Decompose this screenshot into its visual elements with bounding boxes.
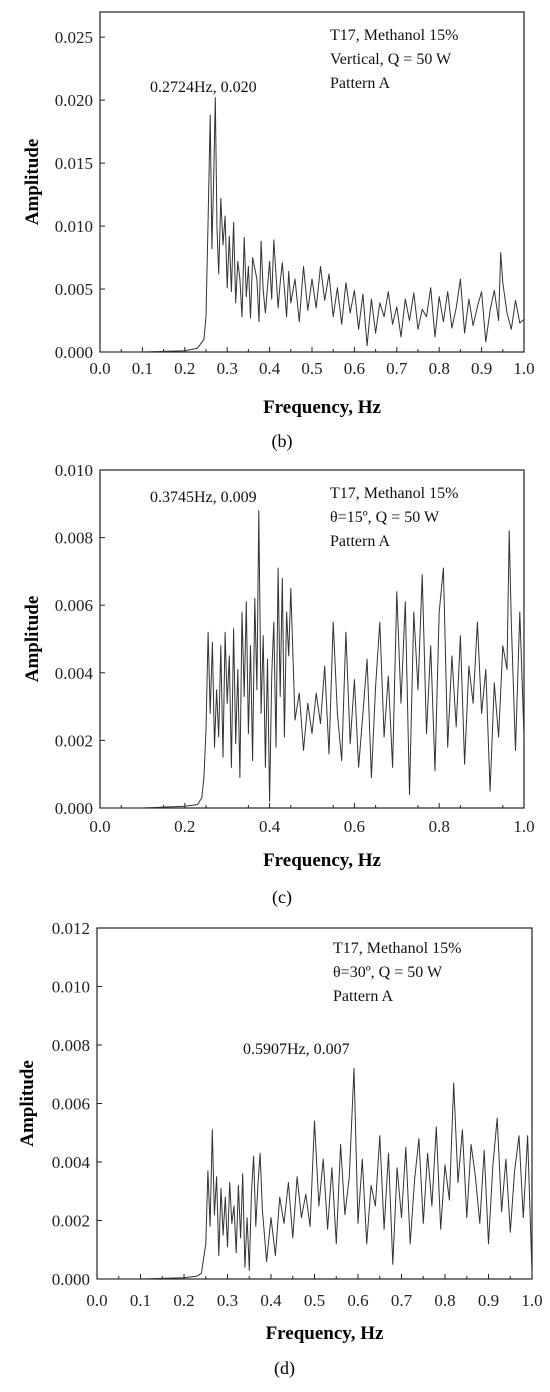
amplitude-series-line: [100, 97, 525, 353]
x-tick-label: 0.5: [301, 359, 322, 378]
x-tick-label: 1.0: [521, 1291, 542, 1310]
amplitude-series-line: [100, 510, 525, 809]
x-tick-label: 0.1: [130, 1291, 151, 1310]
panel-label: (b): [272, 431, 293, 452]
y-tick-label: 0.004: [55, 664, 94, 683]
peak-annotation: 0.2724Hz, 0.020: [150, 79, 257, 96]
x-tick-label: 1.0: [513, 359, 534, 378]
plot-frame: [96, 927, 533, 1280]
x-tick-label: 0.3: [217, 359, 238, 378]
chart-panel-1: 0.0 0.1 0.2 0.3 0.4 0.5 0.6 0.7 0.8 0.9 1.0 0.000 0.…: [22, 11, 535, 452]
x-tick-label: 0.6: [344, 359, 365, 378]
x-tick-label: 0.2: [174, 817, 195, 836]
y-tick-label: 0.006: [55, 596, 93, 615]
y-tick-label: 0.012: [52, 919, 90, 938]
condition-label-line: T17, Methanol 15%: [333, 940, 461, 957]
x-tick-label: 0.9: [478, 1291, 499, 1310]
condition-label-line: T17, Methanol 15%: [330, 27, 458, 44]
x-tick-label: 0.6: [347, 1291, 368, 1310]
y-tick-label: 0.006: [52, 1095, 90, 1114]
y-axis-title: Amplitude: [22, 596, 43, 683]
y-tick-label: 0.010: [55, 461, 93, 480]
plot-frame: [99, 11, 525, 353]
y-tick-label: 0.000: [55, 343, 93, 362]
x-tick-label: 0.0: [89, 359, 110, 378]
y-axis-title: Amplitude: [17, 1060, 38, 1147]
y-tick-label: 0.015: [55, 154, 93, 173]
y-tick-label: 0.010: [55, 217, 93, 236]
condition-label-line: Pattern A: [333, 988, 393, 1005]
amplitude-series-line: [97, 1067, 533, 1280]
peak-annotation: 0.3745Hz, 0.009: [150, 489, 257, 506]
condition-label-line: Pattern A: [330, 75, 390, 92]
x-tick-label: 0.8: [434, 1291, 455, 1310]
x-tick-label: 1.0: [513, 817, 534, 836]
y-tick-label: 0.020: [55, 91, 93, 110]
y-tick-label: 0.002: [55, 731, 93, 750]
y-tick-label: 0.002: [52, 1212, 90, 1231]
condition-label-line: Vertical, Q = 50 W: [330, 51, 452, 68]
y-tick-label: 0.004: [52, 1153, 91, 1172]
x-tick-label: 0.5: [304, 1291, 325, 1310]
x-tick-label: 0.2: [173, 1291, 194, 1310]
x-tick-label: 0.6: [344, 817, 365, 836]
x-tick-label: 0.1: [132, 359, 153, 378]
x-tick-label: 0.0: [86, 1291, 107, 1310]
condition-label-line: θ=30º, Q = 50 W: [333, 964, 443, 981]
y-tick-label: 0.008: [55, 529, 93, 548]
x-tick-label: 0.0: [89, 817, 110, 836]
y-tick-label: 0.005: [55, 280, 93, 299]
x-tick-label: 0.9: [471, 359, 492, 378]
y-axis-title: Amplitude: [22, 139, 43, 226]
condition-label-line: θ=15º, Q = 50 W: [330, 509, 440, 526]
condition-label-line: T17, Methanol 15%: [330, 485, 458, 502]
y-tick-label: 0.008: [52, 1036, 90, 1055]
x-tick-label: 0.7: [391, 1291, 413, 1310]
x-tick-label: 0.2: [174, 359, 195, 378]
x-axis-title: Frequency, Hz: [263, 397, 381, 418]
plot-frame: [99, 469, 525, 809]
x-tick-label: 0.8: [429, 817, 450, 836]
x-tick-label: 0.4: [259, 359, 281, 378]
x-tick-label: 0.3: [217, 1291, 238, 1310]
y-tick-label: 0.000: [55, 799, 93, 818]
x-tick-label: 0.8: [429, 359, 450, 378]
y-tick-label: 0.025: [55, 28, 93, 47]
chart-panel-3: 0.0 0.1 0.2 0.3 0.4 0.5 0.6 0.7 0.8 0.9 1.0 0.000 0.…: [17, 919, 543, 1379]
x-axis-title: Frequency, Hz: [266, 1323, 384, 1344]
chart-panel-2: 0.0 0.2 0.4 0.6 0.8 1.0 0.000 0.002 0.004 0.006 0.…: [22, 461, 535, 908]
panel-label: (d): [274, 1358, 295, 1379]
x-axis-title: Frequency, Hz: [263, 850, 381, 871]
y-tick-label: 0.010: [52, 978, 90, 997]
y-tick-label: 0.000: [52, 1270, 90, 1289]
x-tick-label: 0.4: [260, 1291, 282, 1310]
x-tick-label: 0.7: [386, 359, 408, 378]
peak-annotation: 0.5907Hz, 0.007: [243, 1041, 350, 1058]
x-tick-label: 0.4: [259, 817, 281, 836]
panel-label: (c): [272, 887, 292, 908]
condition-label-line: Pattern A: [330, 533, 390, 550]
